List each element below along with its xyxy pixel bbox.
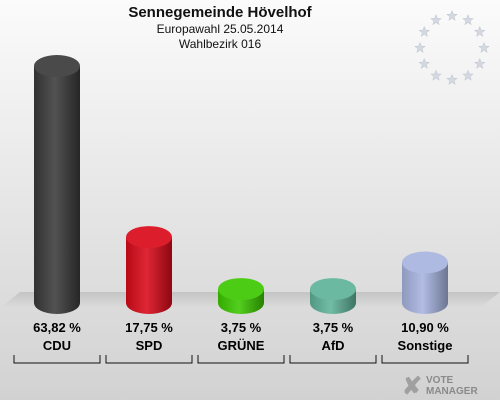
category-label: AfD	[321, 338, 344, 353]
category-label: SPD	[136, 338, 163, 353]
star-icon	[418, 57, 431, 69]
chart-subtitle-district: Wahlbezirk 016	[178, 37, 262, 51]
star-icon	[418, 25, 431, 37]
watermark-line1: VOTE	[426, 375, 454, 386]
bar-top	[310, 278, 356, 301]
category-label: Sonstige	[398, 338, 453, 353]
chart-header: Sennegemeinde Hövelhof Europawahl 25.05.…	[60, 3, 380, 52]
category-bracket	[381, 355, 469, 364]
value-label: 17,75 %	[125, 320, 173, 335]
chart-title: Sennegemeinde Hövelhof	[128, 4, 312, 21]
bar-top	[218, 278, 264, 301]
value-label: 63,82 %	[33, 320, 81, 335]
bar-body	[126, 237, 172, 314]
star-icon	[430, 69, 442, 81]
category-label: CDU	[43, 338, 71, 353]
bar-spd	[126, 226, 172, 314]
watermark-line2: MANAGER	[426, 386, 478, 397]
chart-subtitle-date: Europawahl 25.05.2014	[156, 22, 284, 36]
category-bracket	[105, 355, 193, 364]
value-label: 3,75 %	[313, 320, 354, 335]
star-icon	[462, 69, 474, 81]
star-icon	[473, 25, 486, 37]
star-icon	[446, 9, 458, 21]
bar-grüne	[218, 278, 264, 314]
category-bracket	[197, 355, 285, 364]
category-label: GRÜNE	[218, 338, 265, 353]
checkmark-icon: ✘	[402, 373, 423, 400]
bar-body	[34, 66, 80, 314]
vote-manager-logo: ✘ VOTE MANAGER	[402, 375, 496, 399]
star-icon	[414, 41, 426, 53]
eu-stars-emblem	[414, 9, 490, 85]
bar-sonstige	[402, 251, 448, 314]
bar-afd	[310, 278, 356, 314]
star-icon	[478, 41, 490, 53]
bar-cdu	[34, 55, 80, 314]
category-bracket	[13, 355, 101, 364]
category-brackets-group	[13, 355, 469, 364]
star-icon	[462, 14, 474, 26]
star-icon	[473, 57, 486, 69]
value-label: 10,90 %	[401, 320, 449, 335]
value-label: 3,75 %	[221, 320, 262, 335]
bar-top	[34, 55, 80, 77]
bar-top	[126, 226, 172, 249]
category-labels-group: CDU SPD GRÜNE AfD Sonstige	[43, 338, 453, 353]
bar-top	[402, 251, 448, 274]
category-bracket	[289, 355, 377, 364]
bar-body	[402, 262, 448, 314]
bars-group	[34, 55, 448, 314]
value-labels-group: 63,82 % 17,75 % 3,75 % 3,75 % 10,90 %	[33, 320, 449, 335]
star-icon	[446, 73, 458, 85]
star-icon	[430, 14, 442, 26]
